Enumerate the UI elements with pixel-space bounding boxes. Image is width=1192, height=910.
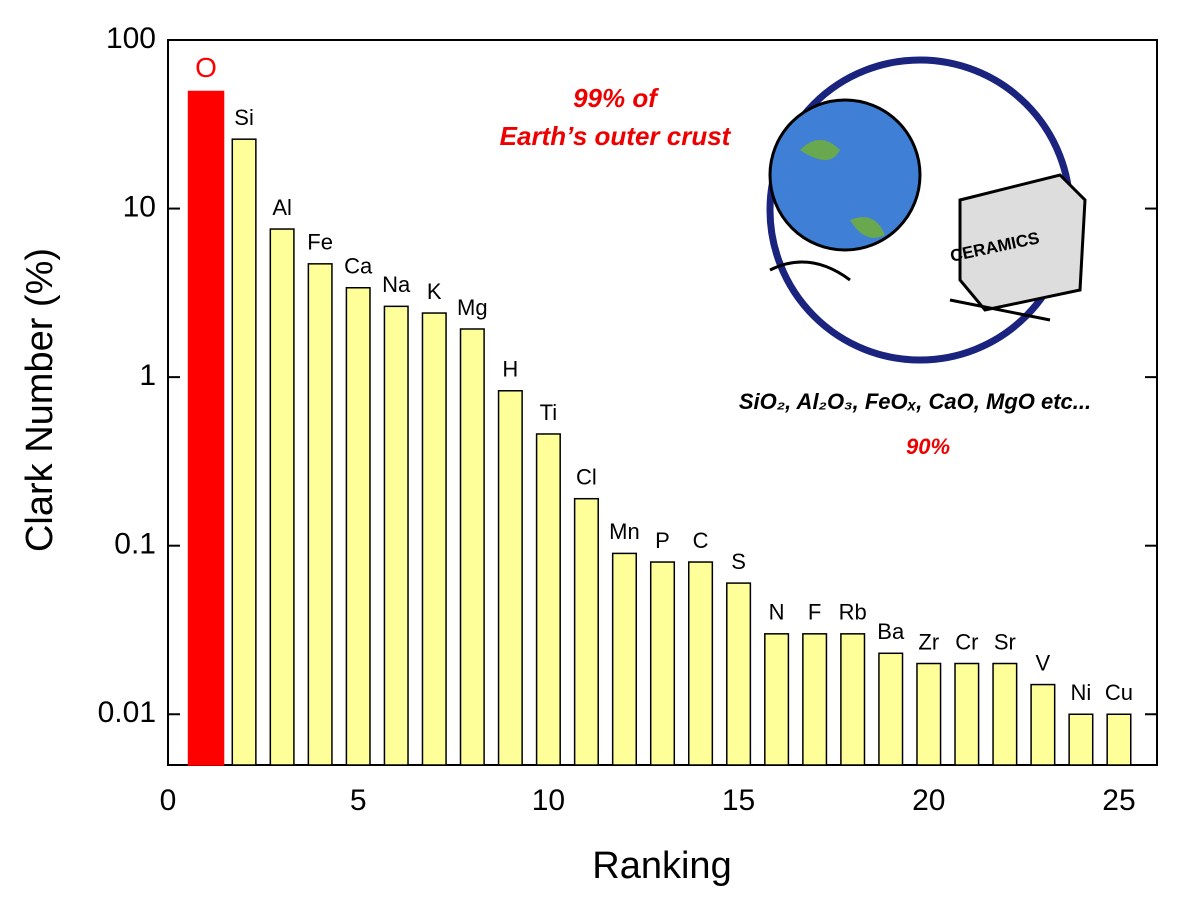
bar: [1030, 683, 1056, 766]
bar: [954, 662, 980, 766]
cartoon: CERAMICS: [766, 56, 1087, 364]
bar-label: Zr: [918, 629, 939, 654]
bar-label: Sr: [994, 629, 1016, 654]
bar-label: O: [195, 52, 217, 83]
bar: [535, 433, 561, 766]
bar-label: H: [502, 357, 518, 382]
bar-label: Mg: [457, 295, 488, 320]
bar-label: Rb: [839, 600, 867, 625]
bar: [840, 633, 866, 766]
x-tick-label: 5: [350, 784, 367, 817]
bar: [269, 228, 295, 766]
bar-label: Ti: [540, 400, 558, 425]
bar-label: Si: [234, 105, 254, 130]
bar: [573, 497, 599, 766]
annotation: 99% of: [573, 83, 659, 113]
bar: [383, 305, 409, 766]
y-tick-label: 0.01: [98, 696, 156, 729]
bar-label: Ni: [1071, 680, 1092, 705]
bar: [307, 263, 333, 766]
bar-label: F: [808, 600, 821, 625]
cartoon-land: [800, 140, 885, 238]
bar-label: N: [769, 600, 785, 625]
x-tick-label: 0: [160, 784, 177, 817]
bar: [916, 662, 942, 766]
bar-label: Cr: [955, 629, 978, 654]
annotation: 90%: [906, 434, 950, 459]
bar-label: V: [1036, 650, 1051, 675]
bar-label: S: [731, 549, 746, 574]
x-tick-label: 25: [1102, 784, 1135, 817]
y-tick-label: 1: [139, 359, 156, 392]
bar-label: Cu: [1105, 680, 1133, 705]
bar-label: P: [655, 528, 670, 553]
y-tick-label: 100: [106, 22, 156, 55]
bar: [345, 287, 371, 766]
annotation: SiO₂, Al₂O₃, FeOₓ, CaO, MgO etc...: [739, 389, 1091, 414]
bar: [992, 662, 1018, 766]
y-axis-title: Clark Number (%): [19, 248, 61, 552]
bar: [187, 90, 225, 766]
bar: [421, 312, 447, 766]
bar: [687, 561, 714, 766]
y-tick-label: 0.1: [114, 528, 156, 561]
bar-label: Al: [272, 195, 292, 220]
cartoon-globe: [768, 98, 922, 252]
bar: [802, 633, 828, 766]
bar: [764, 633, 790, 766]
bar-label: Ca: [344, 254, 373, 279]
bar: [497, 390, 523, 766]
x-axis-title: Ranking: [592, 845, 731, 887]
bar-label: C: [693, 528, 709, 553]
bar: [726, 582, 752, 766]
bar-label: K: [427, 279, 442, 304]
bar: [459, 328, 485, 766]
annotation: Earth’s outer crust: [500, 121, 732, 151]
bar-label: Fe: [307, 230, 333, 255]
bar-label: Mn: [609, 519, 640, 544]
bar-label: Na: [382, 272, 411, 297]
bar: [878, 652, 904, 766]
bar-label: Ba: [877, 619, 905, 644]
cartoon-arms: [769, 260, 1051, 322]
bar: [1068, 713, 1094, 766]
x-tick-label: 20: [912, 784, 945, 817]
bar-label: Cl: [576, 465, 597, 490]
x-tick-label: 10: [532, 784, 565, 817]
x-tick-label: 15: [722, 784, 755, 817]
bar: [1106, 713, 1132, 766]
bar: [649, 561, 676, 766]
cartoon-block: [958, 173, 1087, 312]
bar: [611, 552, 638, 766]
y-tick-label: 10: [123, 190, 156, 223]
bar: [231, 138, 257, 766]
